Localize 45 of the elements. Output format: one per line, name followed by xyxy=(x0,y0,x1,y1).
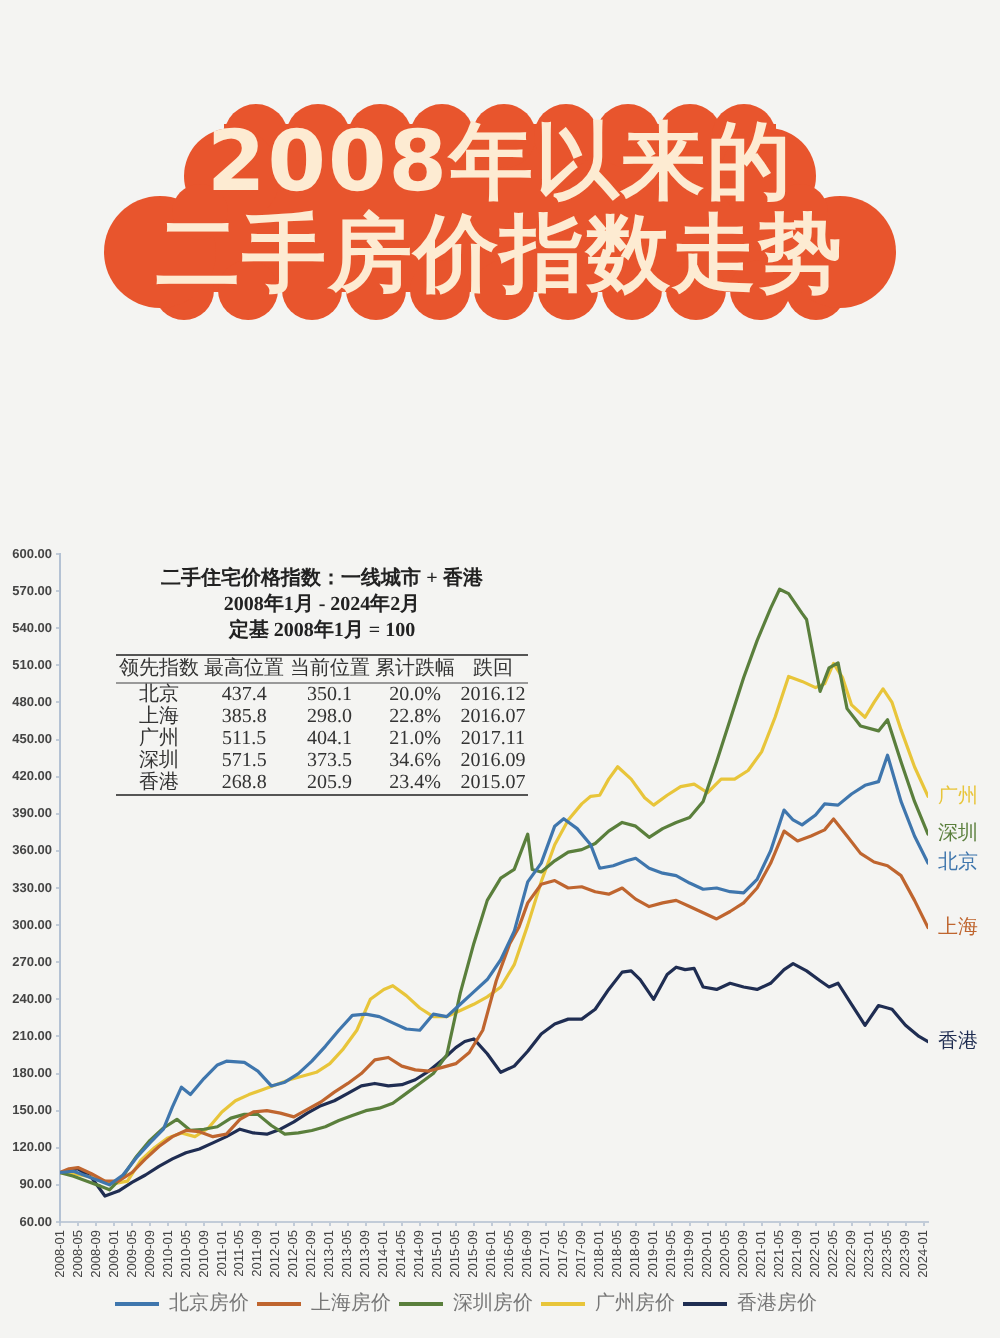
annotation: 23.4% xyxy=(387,772,443,795)
annotation: 373.5 xyxy=(305,750,355,772)
annotation: 2017.11 xyxy=(458,728,527,750)
legend-label: 深圳房价 xyxy=(453,1291,533,1316)
annotation: 2016.09 xyxy=(458,750,528,772)
annotation: 深圳 xyxy=(938,821,978,846)
annotation: 437.4 xyxy=(219,683,269,706)
legend-label: 广州房价 xyxy=(595,1291,675,1316)
annotation: 上海 xyxy=(938,914,978,939)
annotation: 511.5 xyxy=(220,728,269,750)
legend-label: 上海房价 xyxy=(311,1291,391,1316)
annotation: 2008年1月 - 2024年2月 xyxy=(221,592,423,618)
annotation: 二手住宅价格指数：一线城市 + 香港 xyxy=(159,566,485,592)
annotation: 北京 xyxy=(136,683,181,706)
annotation: 领先指数 xyxy=(116,655,202,683)
annotation: 2016.07 xyxy=(458,706,528,728)
annotation: 21.0% xyxy=(387,728,443,750)
annotation: 上海 xyxy=(136,706,181,728)
annotation: 404.1 xyxy=(305,728,355,750)
annotation: 571.5 xyxy=(219,750,269,772)
annotation: 268.8 xyxy=(219,772,269,795)
chart-subtitle: 二手房价指数走势 xyxy=(154,204,846,302)
annotation: 298.0 xyxy=(305,706,355,728)
annotation: 2015.07 xyxy=(458,772,528,795)
annotation: 385.8 xyxy=(219,706,269,728)
annotation: 北京 xyxy=(938,850,978,875)
annotation: 香港 xyxy=(938,1028,978,1053)
legend-label: 香港房价 xyxy=(737,1291,817,1316)
annotation: 当前位置 xyxy=(286,655,373,683)
annotation: 累计跌幅 xyxy=(372,655,458,683)
annotation: 2016.12 xyxy=(458,683,528,706)
annotation: 广州 xyxy=(938,783,978,808)
legend-label: 北京房价 xyxy=(169,1291,249,1316)
annotation: 香港 xyxy=(136,772,181,795)
annotation: 34.6% xyxy=(387,750,443,772)
annotation: 定基 2008年1月 = 100 xyxy=(226,618,418,644)
annotation: 广州 xyxy=(136,728,181,750)
chart-title: 2008年以来的 xyxy=(205,112,795,210)
annotation: 20.0% xyxy=(387,683,443,706)
annotation: 22.8% xyxy=(387,706,443,728)
annotation: 205.9 xyxy=(305,772,355,795)
annotation: 350.1 xyxy=(305,683,355,706)
annotation: 最高位置 xyxy=(201,655,287,683)
annotation: 跌回 xyxy=(457,655,528,683)
annotation: 深圳 xyxy=(136,750,181,772)
